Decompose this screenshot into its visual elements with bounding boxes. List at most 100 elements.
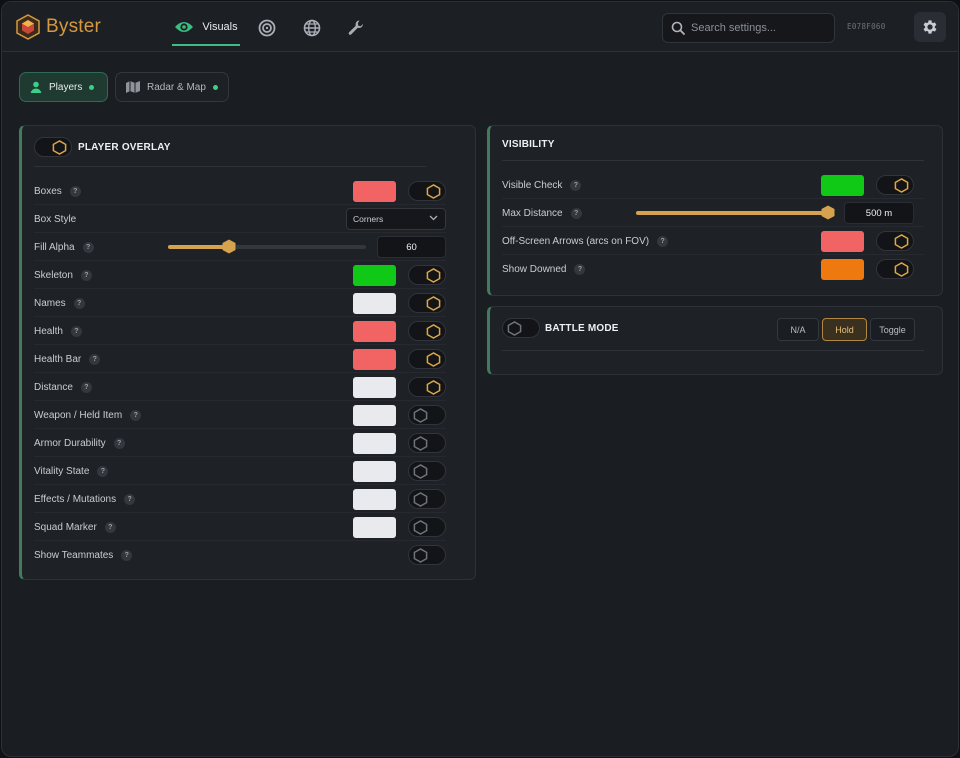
- box-style-select[interactable]: Corners: [346, 208, 446, 230]
- toggle-health-bar[interactable]: [408, 349, 446, 369]
- battle-mode-toggle[interactable]: [502, 318, 540, 338]
- tab-visuals[interactable]: Visuals: [172, 10, 240, 46]
- help-icon[interactable]: ?: [124, 493, 136, 505]
- toggle-visible-check[interactable]: [876, 175, 914, 195]
- user-icon: [30, 81, 42, 93]
- subtab-players[interactable]: Players: [19, 72, 108, 102]
- color-swatch-names[interactable]: [353, 293, 396, 314]
- battle-mode-panel: BATTLE MODE N/A Hold Toggle: [487, 306, 943, 375]
- subtab-radar-map[interactable]: Radar & Map: [115, 72, 229, 102]
- row-label: Show Teammates: [34, 549, 114, 561]
- row-label: Squad Marker: [34, 521, 97, 533]
- help-icon[interactable]: ?: [574, 263, 586, 275]
- color-swatch-off-screen-arrows-arcs-on-fov[interactable]: [821, 231, 864, 252]
- tab-world[interactable]: [300, 10, 324, 46]
- row-armor-durability: Armor Durability?: [34, 429, 125, 457]
- row-squad-marker: Squad Marker?: [34, 513, 116, 541]
- toggle-distance[interactable]: [408, 377, 446, 397]
- battle-mode-toggle-button[interactable]: Toggle: [870, 318, 915, 341]
- help-icon[interactable]: ?: [69, 185, 81, 197]
- tab-visuals-label: Visuals: [202, 21, 238, 33]
- help-icon[interactable]: ?: [89, 353, 101, 365]
- select-value: Corners: [353, 214, 384, 224]
- toggle-weapon-held-item[interactable]: [408, 405, 446, 425]
- row-separator: [34, 512, 446, 513]
- search-input[interactable]: [691, 22, 831, 34]
- help-icon[interactable]: ?: [113, 437, 125, 449]
- globe-icon: [303, 19, 321, 37]
- color-swatch-weapon-held-item[interactable]: [353, 405, 396, 426]
- tab-misc[interactable]: [344, 10, 368, 46]
- color-swatch-effects-mutations[interactable]: [353, 489, 396, 510]
- toggle-boxes[interactable]: [408, 181, 446, 201]
- toggle-off-screen-arrows-arcs-on-fov[interactable]: [876, 231, 914, 251]
- color-swatch-vitality-state[interactable]: [353, 461, 396, 482]
- tab-aimbot[interactable]: [255, 10, 279, 46]
- help-icon[interactable]: ?: [570, 207, 582, 219]
- search-box[interactable]: [662, 13, 835, 43]
- value-box-max-distance[interactable]: 500 m: [844, 202, 914, 224]
- color-swatch-show-downed[interactable]: [821, 259, 864, 280]
- value-box-fill-alpha[interactable]: 60: [377, 236, 446, 258]
- player-overlay-toggle[interactable]: [34, 137, 72, 157]
- toggle-health[interactable]: [408, 321, 446, 341]
- settings-button[interactable]: [914, 12, 946, 42]
- help-icon[interactable]: ?: [82, 241, 94, 253]
- slider-thumb[interactable]: [821, 205, 835, 220]
- row-separator: [34, 484, 446, 485]
- row-label: Boxes: [34, 185, 62, 197]
- toggle-effects-mutations[interactable]: [408, 489, 446, 509]
- toggle-vitality-state[interactable]: [408, 461, 446, 481]
- eye-icon: [175, 22, 194, 32]
- toggle-show-teammates[interactable]: [408, 545, 446, 565]
- hexagon-icon: [413, 408, 428, 423]
- battle-mode-na-button[interactable]: N/A: [777, 318, 819, 341]
- color-swatch-health[interactable]: [353, 321, 396, 342]
- row-separator: [34, 428, 446, 429]
- color-swatch-visible-check[interactable]: [821, 175, 864, 196]
- wrench-icon: [348, 20, 363, 35]
- help-icon[interactable]: ?: [121, 549, 133, 561]
- help-icon[interactable]: ?: [130, 409, 142, 421]
- panel-title: PLAYER OVERLAY: [78, 142, 171, 153]
- help-icon[interactable]: ?: [570, 179, 582, 191]
- player-overlay-panel: PLAYER OVERLAY Boxes? Box Style Corners Fil…: [19, 125, 476, 580]
- toggle-skeleton[interactable]: [408, 265, 446, 285]
- row-separator: [502, 254, 924, 255]
- row-label: Visible Check: [502, 179, 563, 191]
- help-icon[interactable]: ?: [104, 521, 116, 533]
- toggle-names[interactable]: [408, 293, 446, 313]
- toggle-armor-durability[interactable]: [408, 433, 446, 453]
- help-icon[interactable]: ?: [97, 465, 109, 477]
- color-swatch-armor-durability[interactable]: [353, 433, 396, 454]
- help-icon[interactable]: ?: [70, 325, 82, 337]
- color-swatch-squad-marker[interactable]: [353, 517, 396, 538]
- help-icon[interactable]: ?: [80, 269, 92, 281]
- toggle-squad-marker[interactable]: [408, 517, 446, 537]
- row-separator: [34, 260, 446, 261]
- row-off-screen-arrows-arcs-on-fov: Off-Screen Arrows (arcs on FOV)?: [502, 227, 669, 255]
- color-swatch-boxes[interactable]: [353, 181, 396, 202]
- row-separator: [34, 456, 446, 457]
- help-icon[interactable]: ?: [80, 381, 92, 393]
- top-bar: Byster Visuals: [2, 2, 958, 52]
- hexagon-icon: [426, 268, 441, 283]
- color-swatch-skeleton[interactable]: [353, 265, 396, 286]
- battle-mode-hold-button[interactable]: Hold: [822, 318, 867, 341]
- help-icon[interactable]: ?: [73, 297, 85, 309]
- color-swatch-health-bar[interactable]: [353, 349, 396, 370]
- row-label: Box Style: [34, 213, 77, 225]
- slider-thumb[interactable]: [222, 239, 236, 254]
- color-swatch-distance[interactable]: [353, 377, 396, 398]
- hexagon-icon: [894, 234, 909, 249]
- row-label: Names: [34, 297, 66, 309]
- row-health-bar: Health Bar?: [34, 345, 101, 373]
- slider-fill-alpha[interactable]: [168, 245, 366, 249]
- row-label: Armor Durability: [34, 437, 106, 449]
- slider-fill: [168, 245, 229, 249]
- slider-max-distance[interactable]: [636, 211, 828, 215]
- panel-title: VISIBILITY: [502, 139, 555, 150]
- help-icon[interactable]: ?: [657, 235, 669, 247]
- toggle-show-downed[interactable]: [876, 259, 914, 279]
